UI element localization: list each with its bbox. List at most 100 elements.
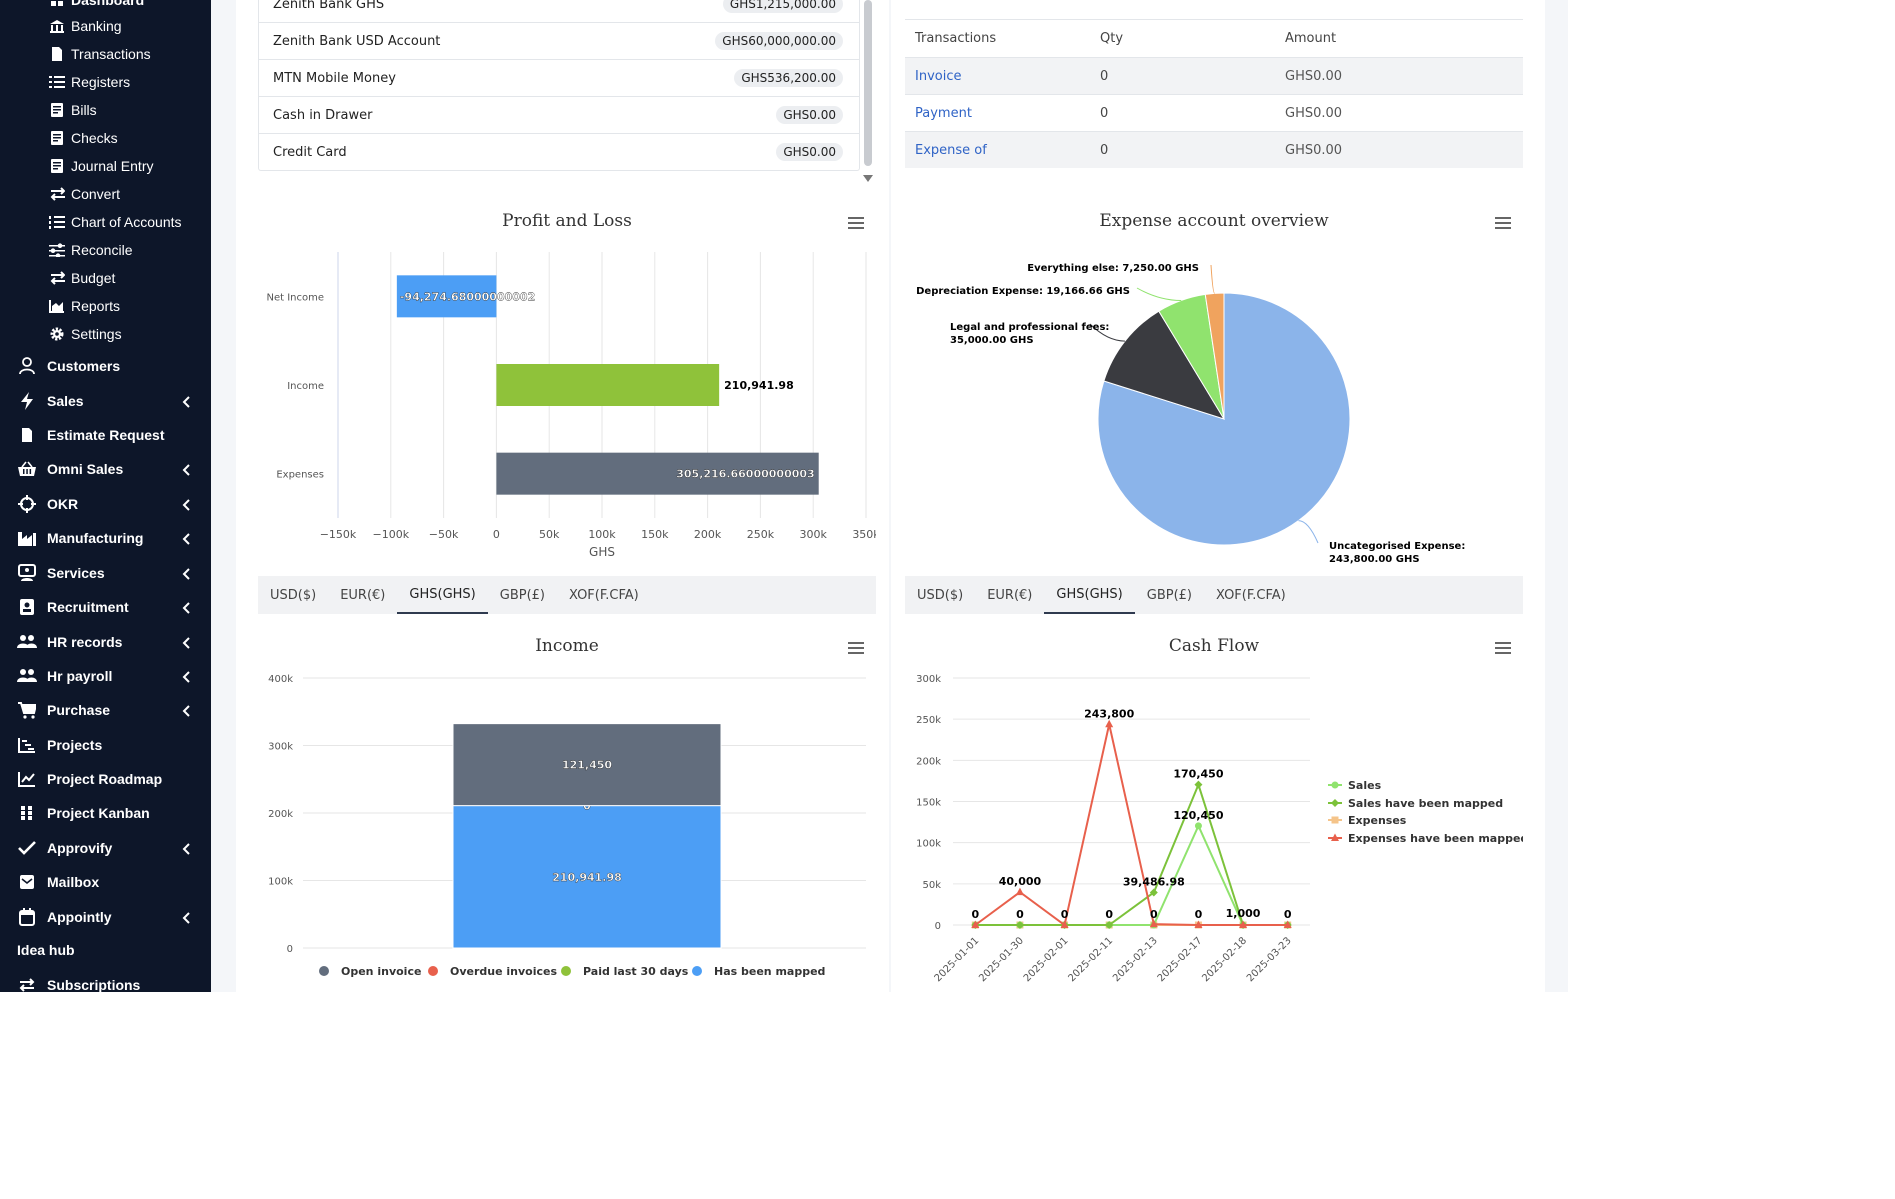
transaction-type-link[interactable]: Expense of [915, 143, 987, 158]
bank-account-row[interactable]: Credit Card GHS0.00 [258, 134, 860, 171]
expense-overview-menu-icon[interactable] [1495, 217, 1511, 231]
series-marker [1105, 921, 1114, 929]
sidebar-item-bills[interactable]: Bills [49, 98, 97, 122]
sidebar-item-label: Settings [71, 326, 122, 342]
tab-currency[interactable]: USD($) [270, 587, 317, 603]
chevron-left-icon[interactable] [181, 498, 193, 511]
transaction-amount: GHS0.00 [1285, 143, 1343, 158]
legend-label: Sales [1348, 779, 1382, 792]
sidebar-item-convert[interactable]: Convert [49, 182, 120, 206]
sidebar-item-manufacturing[interactable]: Manufacturing [17, 524, 197, 552]
chevron-left-icon[interactable] [181, 636, 193, 649]
expense-overview-chart: Uncategorised Expense: 243,800.00 GHS Lega… [916, 263, 1465, 565]
sidebar-item-estimate-request[interactable]: Estimate Request [17, 421, 197, 449]
sidebar-item-label: Manufacturing [47, 530, 144, 546]
x-tick-label: 150k [641, 528, 669, 541]
chart-area-icon [49, 298, 65, 314]
bank-account-balance-badge: GHS60,000,000.00 [715, 32, 843, 50]
sidebar-heading-idea-hub[interactable]: Idea hub [17, 942, 75, 958]
chevron-left-icon[interactable] [181, 532, 193, 545]
tab-currency[interactable]: EUR(€) [987, 587, 1033, 603]
income-chart: 400k300k200k100k0210,941.980121,450Open … [268, 674, 866, 978]
exchange-icon [17, 975, 37, 992]
chevron-left-icon[interactable] [181, 601, 193, 614]
table-row: Expense of 0 GHS0.00 [905, 131, 1523, 168]
sidebar-item-checks[interactable]: Checks [49, 126, 118, 150]
y-tick-label: 0 [935, 921, 941, 932]
sidebar-item-hr-payroll[interactable]: Hr payroll [17, 662, 197, 690]
sidebar-item-projects[interactable]: Projects [17, 731, 197, 759]
chevron-left-icon[interactable] [181, 463, 193, 476]
chevron-left-icon[interactable] [181, 704, 193, 717]
sidebar-item-banking[interactable]: Banking [49, 14, 122, 38]
bolt-icon [17, 391, 37, 411]
legend-marker [692, 966, 702, 976]
sidebar-item-registers[interactable]: Registers [49, 70, 130, 94]
chevron-left-icon[interactable] [181, 395, 193, 408]
sidebar-item-project-kanban[interactable]: Project Kanban [17, 799, 197, 827]
sidebar-item-sales[interactable]: Sales [17, 387, 197, 415]
tab-currency[interactable]: GHS(GHS) [397, 576, 488, 614]
data-label: 305,216.66000000003 [676, 468, 814, 481]
tab-currency[interactable]: GBP(£) [1146, 587, 1192, 603]
bank-account-row[interactable]: Zenith Bank GHS GHS1,215,000.00 [258, 0, 860, 23]
sidebar-item-okr[interactable]: OKR [17, 490, 197, 518]
bank-account-row[interactable]: Zenith Bank USD Account GHS60,000,000.00 [258, 23, 860, 60]
income-menu-icon[interactable] [848, 642, 864, 656]
chevron-left-icon[interactable] [181, 842, 193, 855]
sidebar-item-label: Estimate Request [47, 427, 165, 443]
pie-value-label: 35,000.00 GHS [950, 335, 1034, 346]
sidebar-item-subscriptions[interactable]: Subscriptions [17, 971, 197, 992]
sidebar-item-customers[interactable]: Customers [17, 352, 197, 380]
sidebar-item-hr-records[interactable]: HR records [17, 628, 197, 656]
sidebar-item-services[interactable]: Services [17, 559, 197, 587]
sidebar-item-dashboard[interactable]: Dashboard [49, 0, 144, 12]
bank-account-name: MTN Mobile Money [273, 70, 396, 86]
sidebar-item-appointly[interactable]: Appointly [17, 903, 197, 931]
tab-currency[interactable]: XOF(F.CFA) [569, 587, 639, 603]
sidebar-item-budget[interactable]: Budget [49, 266, 115, 290]
x-tick-label: −150k [320, 528, 357, 541]
cash-flow-menu-icon[interactable] [1495, 642, 1511, 656]
series-marker [1194, 780, 1203, 789]
sidebar-item-approvify[interactable]: Approvify [17, 834, 197, 862]
sidebar-item-project-roadmap[interactable]: Project Roadmap [17, 765, 197, 793]
sidebar-item-recruitment[interactable]: Recruitment [17, 593, 197, 621]
sidebar-item-reports[interactable]: Reports [49, 294, 120, 318]
sidebar-item-chart-of-accounts[interactable]: Chart of Accounts [49, 210, 182, 234]
receipt-icon [49, 158, 65, 174]
bank-account-row[interactable]: MTN Mobile Money GHS536,200.00 [258, 60, 860, 97]
data-label: 243,800 [1084, 707, 1134, 720]
sidebar-item-transactions[interactable]: Transactions [49, 42, 151, 66]
sidebar-item-label: Subscriptions [47, 977, 141, 992]
transaction-type-link[interactable]: Invoice [915, 69, 962, 84]
tab-currency[interactable]: USD($) [917, 587, 964, 603]
bank-account-row[interactable]: Cash in Drawer GHS0.00 [258, 97, 860, 134]
profit-loss-menu-icon[interactable] [848, 217, 864, 231]
id-card-icon [17, 597, 37, 617]
pie-connector [1136, 287, 1182, 301]
sidebar-item-mailbox[interactable]: Mailbox [17, 868, 197, 896]
tab-currency[interactable]: GBP(£) [499, 587, 545, 603]
sidebar-item-omni-sales[interactable]: Omni Sales [17, 455, 197, 483]
chevron-left-icon[interactable] [181, 567, 193, 580]
chevron-left-icon[interactable] [181, 911, 193, 924]
tab-currency[interactable]: GHS(GHS) [1044, 576, 1135, 614]
stacked-bar-segment [452, 723, 722, 807]
transaction-type-link[interactable]: Payment [915, 106, 972, 121]
users-icon [17, 632, 37, 652]
sidebar-item-journal-entry[interactable]: Journal Entry [49, 154, 153, 178]
scroll-down-arrow-icon[interactable] [863, 175, 873, 182]
sidebar-item-label: Journal Entry [71, 158, 154, 174]
scrollbar[interactable] [864, 0, 872, 166]
sidebar-item-purchase[interactable]: Purchase [17, 696, 197, 724]
sidebar-item-settings[interactable]: Settings [49, 322, 122, 346]
chevron-left-icon[interactable] [181, 670, 193, 683]
sidebar-item-label: Mailbox [47, 874, 100, 890]
bank-icon [49, 18, 65, 34]
tab-currency[interactable]: EUR(€) [340, 587, 386, 603]
sidebar-item-reconcile[interactable]: Reconcile [49, 238, 132, 262]
tab-currency[interactable]: XOF(F.CFA) [1216, 587, 1286, 603]
pie-value-label: 7,250.00 GHS [1122, 263, 1199, 274]
sidebar-item-label: Hr payroll [47, 668, 113, 684]
